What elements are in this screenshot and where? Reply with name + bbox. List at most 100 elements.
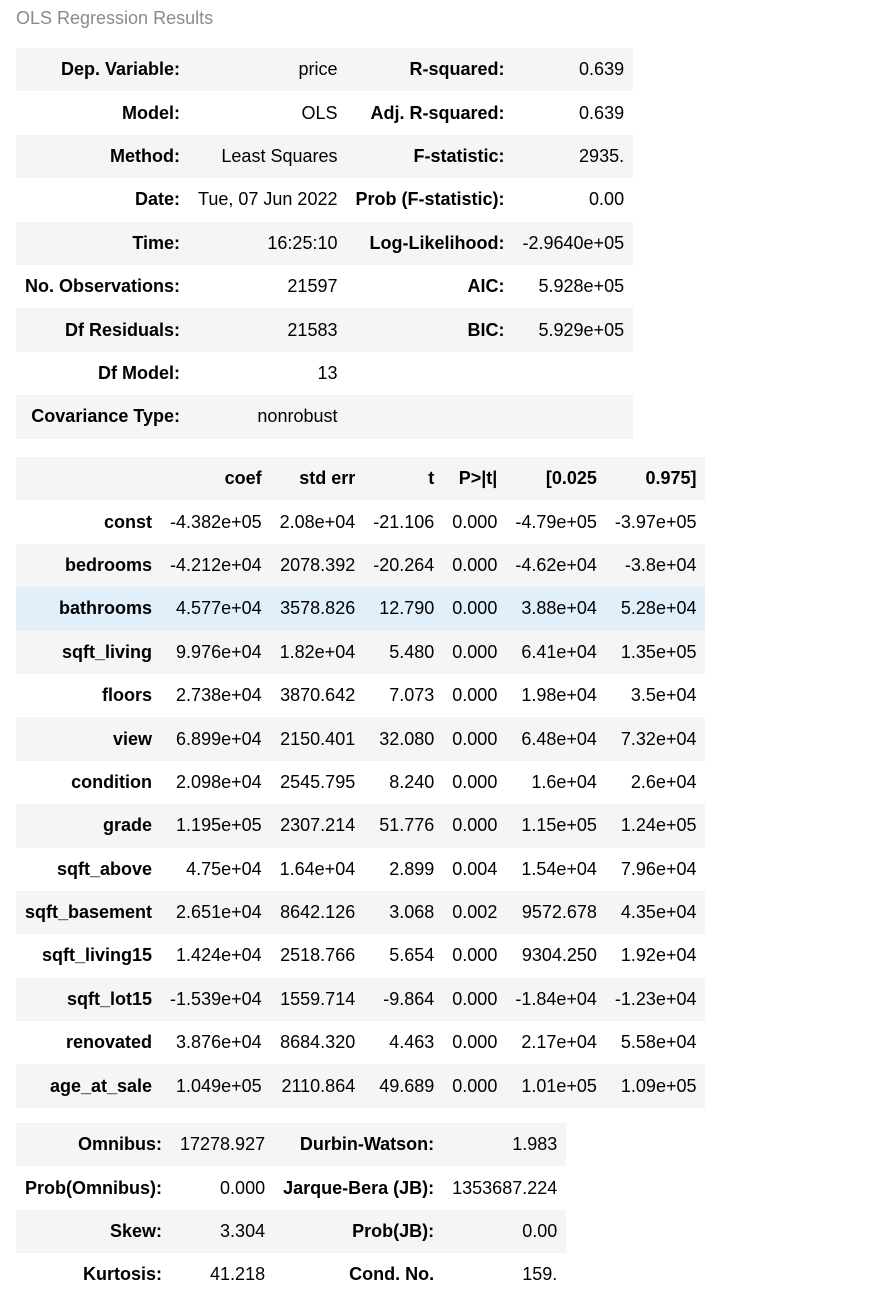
variable-name: const: [104, 511, 153, 532]
coef-cell: 6.41e+04: [521, 641, 597, 662]
diag-label: Cond. No.: [349, 1264, 435, 1285]
diag-label: Durbin-Watson:: [299, 1134, 435, 1155]
summary-label: Method:: [110, 145, 181, 166]
summary-value: price: [298, 59, 338, 80]
coef-cell: 5.58e+04: [620, 1032, 697, 1053]
coef-cell: -3.8e+04: [624, 554, 697, 575]
summary-value: 2935.: [579, 145, 625, 166]
coef-cell: 2.651e+04: [176, 902, 262, 923]
diag-row: Omnibus: 17278.927 Durbin-Watson: 1.983: [16, 1123, 567, 1167]
summary-row: Date: Tue, 07 Jun 2022 Prob (F-statistic):…: [16, 178, 634, 222]
summary-row: Method: Least Squares F-statistic: 2935.: [16, 134, 634, 179]
coef-cell: 2.17e+04: [521, 1032, 597, 1053]
coef-cell: -1.539e+04: [170, 988, 262, 1009]
coef-cell: 1.24e+05: [620, 815, 697, 836]
coef-header: t: [428, 468, 435, 489]
coef-cell: 0.000: [452, 641, 498, 662]
coef-cell: 6.48e+04: [521, 728, 597, 749]
coef-cell: 3.5e+04: [630, 685, 697, 706]
coef-cell: -9.864: [383, 988, 435, 1009]
coef-cell: 1.15e+05: [521, 815, 597, 836]
summary-value: 16:25:10: [267, 232, 338, 253]
coef-cell: -4.62e+04: [515, 554, 597, 575]
coef-cell: 3578.826: [280, 598, 356, 619]
table-caption: OLS Regression Results: [16, 8, 214, 28]
coef-cell: 2307.214: [280, 815, 356, 836]
coef-cell: -20.264: [373, 554, 435, 575]
diag-row: Skew: 3.304 Prob(JB): 0.00: [16, 1209, 567, 1254]
coef-cell: 2150.401: [280, 728, 356, 749]
summary-label: [346, 395, 513, 438]
coef-cell: -3.97e+05: [614, 511, 697, 532]
summary-row: Df Residuals: 21583 BIC: 5.929e+05: [16, 308, 634, 352]
summary-row: No. Observations: 21597 AIC: 5.928e+05: [16, 264, 634, 309]
coef-cell: 2078.392: [280, 554, 356, 575]
table-row: grade 1.195e+05 2307.214 51.776 0.000 1.15e+0…: [16, 804, 706, 848]
model-summary-table: Dep. Variable: price R-squared: 0.639 Model:…: [16, 48, 634, 439]
coef-cell: 9304.250: [521, 945, 597, 966]
summary-label: Df Residuals:: [65, 319, 181, 340]
variable-name: sqft_above: [57, 858, 153, 879]
summary-label: R-squared:: [409, 59, 505, 80]
coef-cell: 51.776: [379, 815, 435, 836]
coef-header: std err: [299, 468, 356, 489]
coef-cell: 6.899e+04: [176, 728, 262, 749]
coef-cell: 1.92e+04: [620, 945, 697, 966]
coef-cell: 2110.864: [281, 1075, 356, 1096]
table-row: age_at_sale 1.049e+05 2110.864 49.689 0.000 1…: [16, 1064, 706, 1108]
coef-cell: -1.84e+04: [515, 988, 597, 1009]
variable-name: bathrooms: [59, 598, 153, 619]
coef-cell: 4.75e+04: [186, 858, 262, 879]
variable-name: renovated: [66, 1032, 153, 1053]
coef-cell: 0.000: [452, 554, 498, 575]
coef-cell: -4.212e+04: [170, 554, 262, 575]
table-row: const -4.382e+05 2.08e+04 -21.106 0.000 -4.79…: [16, 500, 706, 544]
coef-cell: 2.899: [389, 858, 435, 879]
coef-cell: 1.09e+05: [620, 1075, 697, 1096]
coef-cell: 2545.795: [280, 771, 356, 792]
coef-cell: 3870.642: [280, 685, 356, 706]
table-row: sqft_basement 2.651e+04 8642.126 3.068 0.002…: [16, 890, 706, 935]
summary-value: 0.00: [589, 189, 625, 210]
summary-value: nonrobust: [257, 406, 338, 427]
coef-cell: 2.6e+04: [630, 771, 697, 792]
coef-header: [0.025: [545, 468, 597, 489]
coef-cell: 1.98e+04: [521, 685, 597, 706]
summary-value: 0.639: [579, 102, 625, 123]
coef-cell: 1.049e+05: [176, 1075, 262, 1096]
summary-label: Covariance Type:: [31, 406, 181, 427]
summary-label: Date:: [135, 189, 181, 210]
table-row: condition 2.098e+04 2545.795 8.240 0.000 1.6e…: [16, 760, 706, 805]
coef-cell: 8642.126: [280, 902, 356, 923]
coef-cell: 12.790: [379, 598, 435, 619]
coef-header: 0.975]: [645, 468, 697, 489]
summary-label: BIC:: [467, 319, 505, 340]
coef-cell: 1.54e+04: [521, 858, 597, 879]
diag-value: 1.983: [512, 1134, 558, 1155]
diag-value: 0.00: [522, 1220, 558, 1241]
coef-cell: 0.000: [452, 598, 498, 619]
table-row: sqft_living 9.976e+04 1.82e+04 5.480 0.000 6.…: [16, 630, 706, 674]
coef-cell: 1.424e+04: [176, 945, 262, 966]
variable-name: condition: [71, 771, 153, 792]
coef-cell: 0.000: [452, 771, 498, 792]
summary-value: Tue, 07 Jun 2022: [198, 189, 338, 210]
coef-cell: 4.463: [389, 1032, 435, 1053]
table-row: bathrooms 4.577e+04 3578.826 12.790 0.000 3.8…: [16, 587, 706, 631]
diag-value: 17278.927: [180, 1134, 266, 1155]
coef-cell: 1559.714: [280, 988, 356, 1009]
diag-label: Jarque-Bera (JB):: [283, 1177, 435, 1198]
diag-row: Kurtosis: 41.218 Cond. No. 159.: [16, 1253, 567, 1297]
coef-cell: 1.6e+04: [531, 771, 597, 792]
coef-cell: 0.000: [452, 1032, 498, 1053]
summary-label: F-statistic:: [413, 145, 505, 166]
coef-cell: 4.577e+04: [176, 598, 262, 619]
coef-header-row: coef std err t P>|t| [0.025 0.975]: [16, 457, 706, 501]
coef-cell: -21.106: [373, 511, 435, 532]
diag-value: 3.304: [220, 1220, 266, 1241]
coef-cell: 2.08e+04: [279, 511, 356, 532]
table-row: sqft_above 4.75e+04 1.64e+04 2.899 0.004 1.54…: [16, 847, 706, 891]
diag-label: Kurtosis:: [82, 1264, 162, 1285]
coef-cell: 0.000: [452, 685, 498, 706]
coef-cell: 8684.320: [280, 1032, 356, 1053]
